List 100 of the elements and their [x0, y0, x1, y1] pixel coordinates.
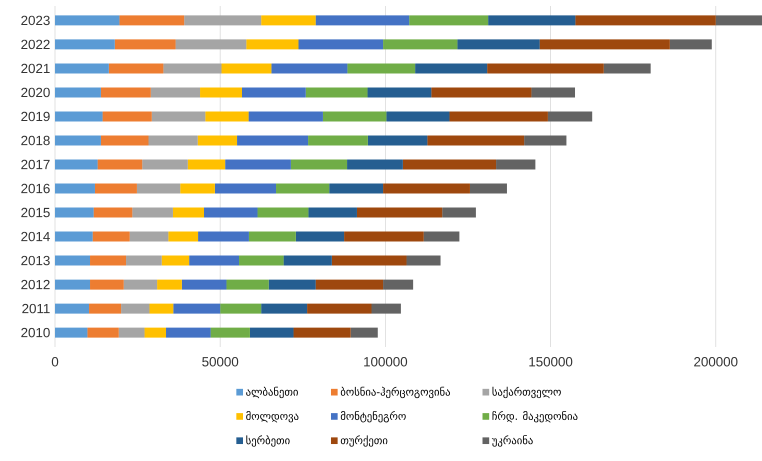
bar [449, 111, 548, 122]
bar [250, 328, 294, 338]
bar [350, 328, 378, 338]
legend-label: ბოსნია-ჰერცოგოვინა [340, 386, 450, 398]
bar [98, 159, 142, 170]
x-tick-label: 50000 [202, 357, 238, 366]
y-tick-label: 2022 [21, 40, 50, 50]
bar [431, 87, 532, 98]
bar [424, 232, 460, 242]
bar [316, 15, 410, 26]
bar [308, 135, 368, 146]
y-tick-label: 2017 [21, 160, 50, 170]
bar [225, 159, 291, 170]
bar [470, 184, 507, 194]
x-tick-label: 100000 [364, 357, 408, 366]
y-tick-label: 2023 [21, 16, 50, 26]
bar [406, 256, 441, 266]
bar [237, 135, 308, 146]
bar [108, 63, 164, 74]
bar [55, 208, 94, 218]
bar [308, 208, 357, 218]
bar [383, 184, 470, 194]
y-tick-label: 2012 [21, 280, 50, 290]
bar [114, 39, 176, 50]
bar [276, 184, 330, 194]
bar [372, 304, 401, 314]
bar [92, 232, 130, 242]
bar [258, 208, 308, 218]
legend-label: სერბეთი [246, 435, 290, 447]
bar [496, 159, 536, 170]
bar [307, 304, 372, 314]
bar [148, 135, 198, 146]
bar [55, 280, 90, 290]
y-tick-label: 2021 [21, 64, 50, 74]
bar [246, 39, 298, 50]
bar [100, 135, 148, 146]
bar [142, 159, 188, 170]
bar [261, 15, 316, 26]
bar [163, 63, 222, 74]
bar [152, 111, 206, 122]
bar [89, 304, 122, 314]
bar [168, 232, 198, 242]
bar [144, 328, 166, 338]
bar [344, 232, 424, 242]
bar [368, 135, 428, 146]
bar [457, 39, 540, 50]
bar [386, 111, 450, 122]
bar [126, 256, 162, 266]
bar [347, 63, 416, 74]
y-tick-label: 2010 [21, 328, 50, 338]
y-tick-label: 2018 [21, 136, 50, 146]
bar [176, 39, 246, 50]
bar [524, 135, 566, 146]
y-tick-label: 2013 [21, 256, 50, 266]
bar [322, 111, 386, 122]
bar [271, 63, 348, 74]
bar [248, 232, 296, 242]
y-tick-label: 2014 [21, 232, 50, 242]
bar [214, 184, 276, 194]
bar [90, 280, 124, 290]
bar [87, 328, 119, 338]
bar [100, 87, 151, 98]
bar [55, 304, 90, 314]
bar [94, 184, 137, 194]
bar [402, 159, 496, 170]
bar [166, 328, 211, 338]
bar [90, 256, 126, 266]
bar [205, 111, 249, 122]
bar [298, 39, 384, 50]
bar [575, 15, 716, 26]
legend-label: ჩრდ. მაკედონია [492, 410, 578, 422]
bar [198, 232, 249, 242]
bar [248, 111, 323, 122]
bar [55, 184, 95, 194]
bar [55, 63, 109, 74]
legend-label: მონტენეგრო [340, 410, 406, 422]
bar [409, 15, 488, 26]
bar [261, 304, 308, 314]
bar [290, 159, 348, 170]
bar [130, 232, 168, 242]
x-tick-label: 0 [52, 357, 58, 366]
bar [55, 39, 115, 50]
bar [604, 63, 651, 74]
bar [102, 111, 152, 122]
bar [488, 15, 576, 26]
bar [487, 63, 604, 74]
bar [316, 280, 384, 290]
bar [427, 135, 524, 146]
legend-label: უკრაინა [492, 435, 533, 447]
bar [55, 87, 101, 98]
bar [121, 304, 150, 314]
bar [200, 87, 242, 98]
y-tick-label: 2015 [21, 208, 50, 218]
legend-label: მოლდოვა [246, 410, 298, 422]
bar [442, 208, 476, 218]
bar [356, 208, 442, 218]
legend-label: თურქეთი [340, 435, 388, 447]
bar [119, 15, 184, 26]
bar [118, 328, 145, 338]
bar [268, 280, 316, 290]
